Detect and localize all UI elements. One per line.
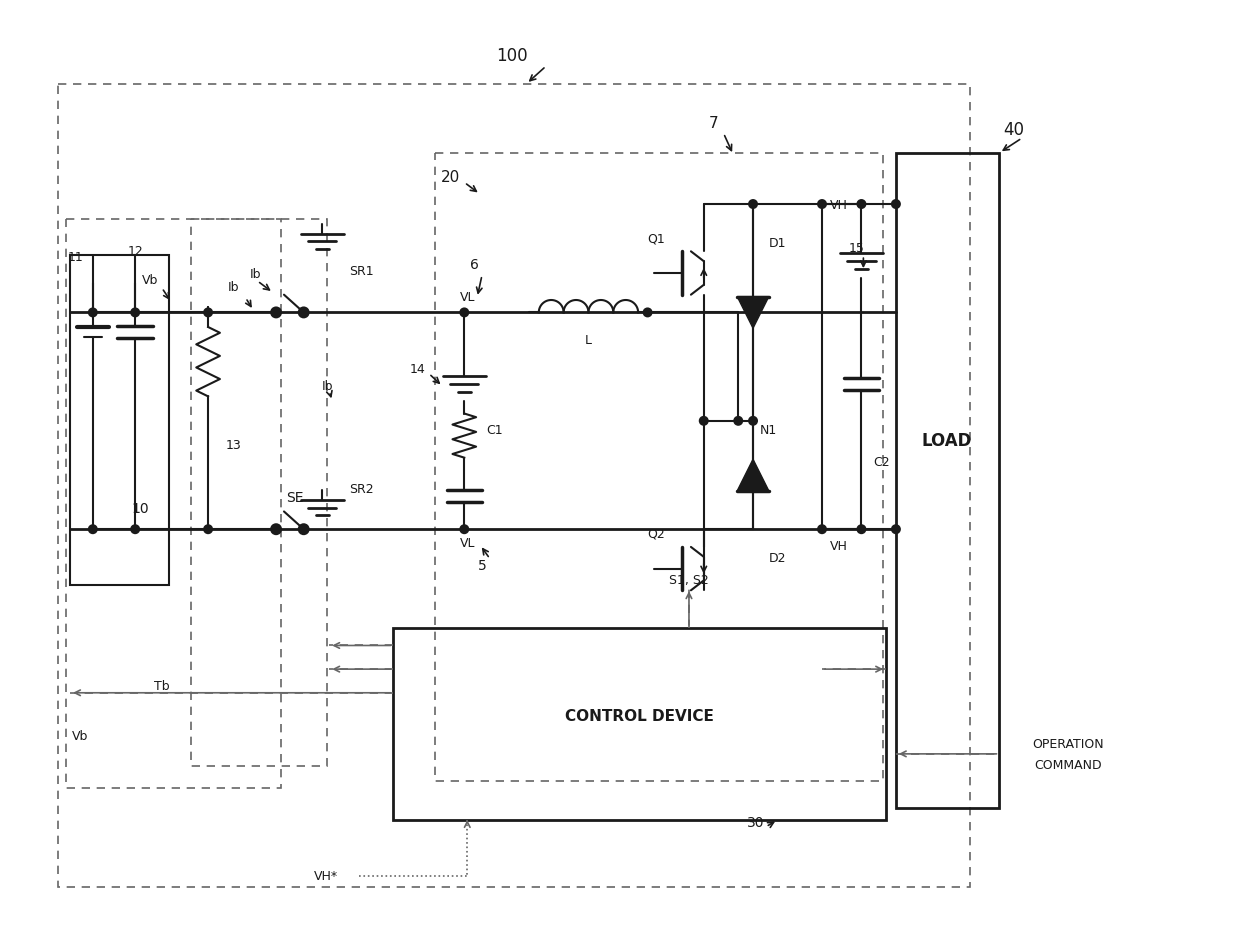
Circle shape <box>299 524 309 534</box>
Circle shape <box>857 200 865 208</box>
Text: 10: 10 <box>131 502 149 516</box>
Circle shape <box>271 524 281 534</box>
Text: Tb: Tb <box>154 680 170 693</box>
Text: 15: 15 <box>849 242 865 255</box>
Text: D2: D2 <box>769 553 787 565</box>
Text: Ib: Ib <box>249 268 261 281</box>
Text: Ib: Ib <box>228 281 239 294</box>
Text: VH*: VH* <box>315 869 338 883</box>
Circle shape <box>131 308 139 317</box>
Bar <box>191 219 327 766</box>
Text: 7: 7 <box>709 116 719 130</box>
Text: VH: VH <box>830 200 847 212</box>
Circle shape <box>818 525 826 534</box>
Text: D1: D1 <box>769 237 787 250</box>
Text: 12: 12 <box>128 244 142 258</box>
Circle shape <box>204 525 212 534</box>
Text: SR1: SR1 <box>349 264 374 278</box>
Circle shape <box>461 525 468 534</box>
Text: VL: VL <box>460 291 475 304</box>
Circle shape <box>643 308 652 317</box>
Text: S1, S2: S1, S2 <box>669 574 709 587</box>
Text: 6: 6 <box>470 258 478 272</box>
Text: L: L <box>585 334 592 346</box>
Text: C1: C1 <box>486 424 503 437</box>
Bar <box>393 628 886 820</box>
Text: SE: SE <box>286 491 304 505</box>
Polygon shape <box>737 459 768 491</box>
Text: 5: 5 <box>478 558 487 573</box>
Circle shape <box>857 525 865 534</box>
Text: Q1: Q1 <box>648 232 665 245</box>
Text: 40: 40 <box>1004 121 1025 139</box>
Bar <box>435 153 883 782</box>
Bar <box>896 153 1000 808</box>
Circle shape <box>700 417 707 425</box>
Polygon shape <box>737 297 768 328</box>
Circle shape <box>299 307 309 318</box>
Text: 14: 14 <box>410 363 426 376</box>
Circle shape <box>271 307 281 318</box>
Text: N1: N1 <box>760 424 777 437</box>
Text: COMMAND: COMMAND <box>1035 759 1103 772</box>
Text: Ib: Ib <box>322 379 333 393</box>
Text: VH: VH <box>830 540 847 553</box>
Text: Q2: Q2 <box>648 528 665 540</box>
Circle shape <box>750 417 757 425</box>
Bar <box>71 255 169 586</box>
Text: LOAD: LOAD <box>922 432 973 450</box>
Text: CONTROL DEVICE: CONTROL DEVICE <box>565 708 714 724</box>
Text: SR2: SR2 <box>349 483 374 496</box>
Circle shape <box>204 308 212 317</box>
Text: 20: 20 <box>441 170 460 184</box>
Circle shape <box>750 200 757 208</box>
Text: VL: VL <box>460 537 475 551</box>
Circle shape <box>735 417 742 425</box>
Circle shape <box>892 525 900 534</box>
Text: 30: 30 <box>747 816 764 830</box>
Circle shape <box>818 200 826 208</box>
Circle shape <box>89 525 97 534</box>
Text: Vb: Vb <box>141 275 159 287</box>
Circle shape <box>892 200 900 208</box>
Bar <box>66 219 281 788</box>
Circle shape <box>461 308 468 317</box>
Circle shape <box>89 308 97 317</box>
Text: OPERATION: OPERATION <box>1032 738 1104 750</box>
Text: 13: 13 <box>225 439 242 452</box>
Text: Vb: Vb <box>72 729 88 743</box>
Text: C2: C2 <box>872 456 890 469</box>
Bar <box>58 84 970 887</box>
Circle shape <box>131 525 139 534</box>
Text: 11: 11 <box>68 251 84 263</box>
Text: 100: 100 <box>496 48 528 66</box>
